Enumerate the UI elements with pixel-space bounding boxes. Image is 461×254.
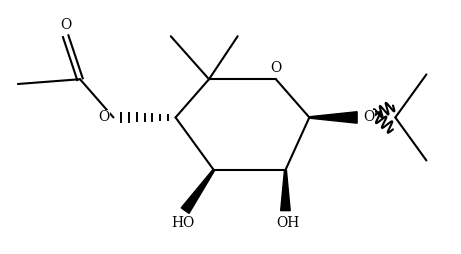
- Text: O: O: [270, 61, 282, 75]
- Text: O: O: [98, 110, 110, 124]
- Text: O: O: [60, 18, 71, 33]
- Text: HO: HO: [171, 216, 195, 230]
- Polygon shape: [309, 112, 357, 123]
- Text: O: O: [363, 110, 374, 124]
- Polygon shape: [181, 169, 214, 213]
- Polygon shape: [281, 170, 290, 211]
- Text: OH: OH: [276, 216, 300, 230]
